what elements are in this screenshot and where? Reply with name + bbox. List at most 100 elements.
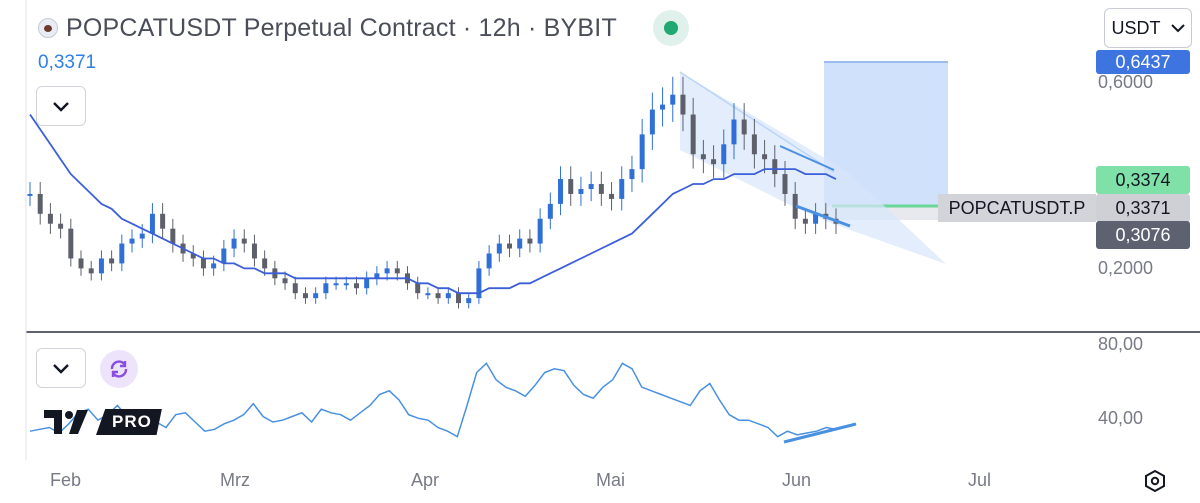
candle-body — [619, 179, 625, 199]
chart-title-bar: POPCATUSDT Perpetual Contract · 12h · BY… — [38, 12, 617, 44]
support-trendline — [795, 204, 851, 228]
candle-body — [68, 228, 74, 259]
last-price-tag: 0,3371 — [1096, 194, 1190, 222]
candle-body — [751, 134, 757, 155]
candle-body — [139, 233, 145, 239]
candle-body — [466, 298, 472, 304]
candle-body — [568, 179, 574, 194]
candle-body — [802, 218, 808, 224]
candle-body — [241, 238, 247, 244]
candle-body — [721, 144, 727, 165]
x-tick-label: Apr — [411, 470, 440, 490]
candle-body — [88, 268, 94, 274]
candle-body — [313, 293, 319, 299]
stop-price-tag: 0,3076 — [1096, 221, 1190, 249]
candle-body — [517, 238, 523, 249]
candle-body — [629, 169, 635, 180]
candle-body — [782, 174, 788, 194]
candle-body — [251, 243, 257, 259]
candle-body — [364, 278, 370, 289]
chevron-down-icon — [1170, 24, 1185, 33]
x-tick-label: Feb — [50, 470, 82, 490]
candle-body — [547, 203, 553, 219]
x-tick-label: Jul — [968, 470, 992, 490]
price-tick-label: 0,6000 — [1098, 72, 1154, 92]
candle-body — [37, 193, 43, 214]
candle-body — [476, 268, 482, 299]
collapse-indicator-button[interactable] — [36, 348, 86, 388]
candle-body — [333, 283, 339, 286]
candle-body — [762, 154, 768, 160]
candle-body — [47, 213, 53, 224]
candle-body — [384, 268, 390, 274]
candle-body — [496, 243, 502, 254]
candle-body — [537, 218, 543, 244]
candle-body — [609, 193, 615, 199]
x-tick-label: Mrz — [220, 470, 250, 490]
price-tick-label: 0,2000 — [1098, 258, 1154, 278]
collapse-legend-button[interactable] — [36, 86, 86, 126]
candle-body — [190, 253, 196, 259]
resistance-trendline — [779, 145, 835, 171]
chevron-down-icon — [53, 364, 69, 374]
candle-body — [415, 283, 421, 294]
current-price-legend: 0,3371 — [38, 52, 97, 73]
candle-body — [772, 159, 778, 175]
candle-body — [598, 184, 604, 194]
candle-body — [394, 268, 400, 274]
candle-body — [353, 283, 359, 289]
candle-body — [129, 238, 135, 244]
candle-body — [445, 293, 451, 299]
candle-body — [435, 293, 441, 299]
market-status-indicator[interactable] — [653, 10, 689, 46]
tv-logo-icon — [44, 410, 88, 434]
x-tick-label: Jun — [782, 470, 812, 490]
coin-logo-icon — [38, 18, 58, 38]
tradingview-logo[interactable]: PRO — [44, 408, 162, 436]
candle-body — [507, 243, 513, 249]
moving-average-line — [29, 113, 837, 295]
symbol-title[interactable]: POPCATUSDT Perpetual Contract · 12h · BY… — [66, 13, 617, 42]
chart-settings-button[interactable] — [1142, 468, 1168, 494]
candle-body — [119, 243, 125, 264]
oscillator-line — [29, 362, 837, 438]
candle-body — [282, 278, 288, 284]
symbol-price-tag: POPCATUSDT.P — [938, 194, 1096, 222]
wedge-upper-line — [679, 71, 835, 173]
candle-body — [711, 159, 717, 165]
candle-body — [578, 188, 584, 194]
candle-body — [231, 238, 237, 249]
candle-body — [690, 114, 696, 155]
chevron-down-icon — [53, 102, 69, 112]
candle-body — [649, 109, 655, 135]
candle-body — [323, 283, 329, 294]
candle-body — [558, 179, 564, 204]
candle-body — [660, 104, 666, 110]
candle-body — [78, 258, 84, 269]
status-dot-icon — [664, 21, 678, 35]
target-price-tag: 0,6437 — [1096, 50, 1190, 74]
candle-body — [731, 119, 737, 145]
pro-badge: PRO — [96, 409, 162, 435]
candle-body — [170, 228, 176, 244]
candle-body — [211, 263, 217, 269]
candle-body — [680, 94, 686, 115]
candle-body — [700, 154, 706, 160]
candle-body — [813, 213, 819, 224]
osc-tick-label: 40,00 — [1098, 408, 1144, 428]
candle-body — [149, 213, 155, 234]
candle-body — [792, 193, 798, 219]
x-tick-label: Mai — [596, 470, 626, 490]
candle-body — [456, 293, 462, 304]
currency-select[interactable]: USDT — [1104, 8, 1192, 48]
candle-body — [343, 283, 349, 286]
candle-body — [302, 293, 308, 299]
candle-body — [639, 134, 645, 170]
refresh-button[interactable] — [100, 350, 138, 388]
currency-label: USDT — [1111, 17, 1161, 38]
candle-body — [109, 258, 115, 264]
candle-body — [200, 258, 206, 269]
candle-body — [292, 283, 298, 294]
candle-body — [486, 253, 492, 269]
